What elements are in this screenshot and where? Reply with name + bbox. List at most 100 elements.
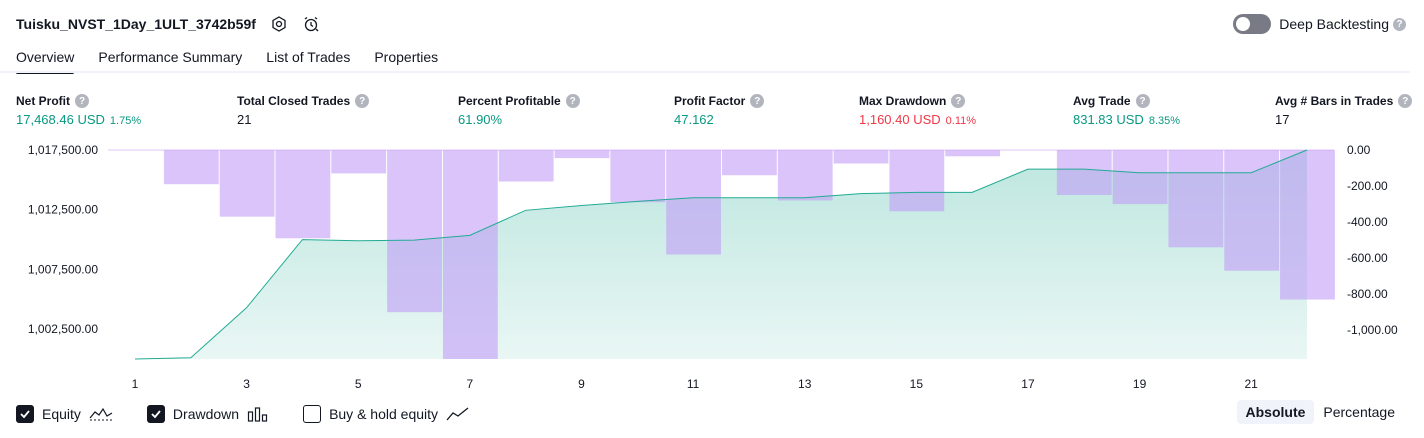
drawdown-bar: [833, 150, 889, 164]
metric-label: Total Closed Trades: [237, 94, 351, 108]
checkbox-checked-icon[interactable]: [16, 405, 34, 423]
x-tick-label: 7: [467, 377, 474, 391]
metric-label: Avg # Bars in Trades: [1275, 94, 1394, 108]
drawdown-bar: [777, 150, 833, 201]
deep-backtesting: Deep Backtesting ?: [1233, 12, 1406, 36]
metric-percent-profitable: Percent Profitable? 61.90%: [458, 93, 580, 127]
metric-percent: 1.75%: [109, 115, 142, 127]
help-icon[interactable]: ?: [1398, 94, 1413, 108]
scale-mode-switch: Absolute Percentage: [1236, 400, 1405, 424]
drawdown-bar: [275, 150, 331, 239]
x-tick-label: 5: [355, 377, 362, 391]
y-right-tick-label: -800.00: [1347, 287, 1388, 301]
metric-label: Avg Trade: [1073, 94, 1131, 108]
deep-backtesting-label: Deep Backtesting: [1279, 16, 1389, 32]
drawdown-bar: [554, 150, 610, 159]
tab-performance-summary[interactable]: Performance Summary: [98, 49, 243, 65]
equity-line: [134, 149, 1308, 360]
drawdown-bar: [442, 150, 498, 359]
chart-legend: Equity Drawdown Buy & hold equity: [16, 402, 504, 426]
metric-value: 47.162: [674, 112, 714, 127]
help-icon[interactable]: ?: [750, 94, 765, 108]
x-tick-label: 3: [243, 377, 250, 391]
help-icon[interactable]: ?: [355, 94, 370, 108]
line-chart-icon: [446, 406, 470, 422]
metric-total-closed-trades: Total Closed Trades? 21: [237, 93, 370, 127]
metric-label: Max Drawdown: [859, 94, 947, 108]
x-tick-label: 21: [1245, 377, 1259, 391]
metric-net-profit: Net Profit? 17,468.46 USD 1.75%: [16, 93, 141, 127]
y-right-tick-label: -200.00: [1347, 179, 1388, 193]
x-tick-label: 15: [910, 377, 924, 391]
help-icon[interactable]: ?: [75, 94, 89, 108]
metric-label: Profit Factor: [674, 94, 746, 108]
drawdown-bar: [387, 150, 442, 313]
deep-backtesting-toggle[interactable]: [1233, 14, 1272, 34]
tab-bar: Overview Performance Summary List of Tra…: [16, 44, 462, 74]
x-tick-label: 1: [132, 377, 139, 391]
drawdown-bar: [163, 150, 219, 185]
help-icon[interactable]: ?: [951, 94, 966, 108]
metric-value: 17,468.46 USD: [16, 112, 105, 127]
y-right-tick-label: -1,000.00: [1347, 323, 1398, 337]
drawdown-bar: [1168, 150, 1224, 248]
legend-drawdown[interactable]: Drawdown: [146, 405, 269, 423]
metric-percent: 8.35%: [1148, 115, 1181, 127]
drawdown-bar: [331, 150, 387, 174]
metric-avg-trade: Avg Trade? 831.83 USD 8.35%: [1073, 93, 1180, 127]
metric-percent: 0.11%: [945, 115, 977, 127]
x-tick-label: 11: [687, 377, 700, 391]
x-tick-label: 17: [1021, 377, 1035, 391]
metric-label: Net Profit: [16, 94, 70, 108]
settings-icon[interactable]: [270, 15, 288, 33]
legend-equity[interactable]: Equity: [16, 405, 113, 423]
drawdown-bar: [1224, 150, 1280, 271]
metric-value: 831.83 USD: [1073, 112, 1144, 127]
equity-line-icon: [89, 406, 113, 422]
y-right-tick-label: 0.00: [1347, 143, 1371, 157]
drawdown-bar: [889, 150, 945, 212]
metric-max-drawdown: Max Drawdown? 1,160.40 USD 0.11%: [859, 93, 976, 127]
absolute-button[interactable]: Absolute: [1236, 400, 1315, 424]
drawdown-bar: [219, 150, 275, 217]
checkbox-unchecked-icon[interactable]: [303, 405, 322, 423]
metric-label: Percent Profitable: [458, 94, 561, 108]
tab-overview[interactable]: Overview: [16, 44, 75, 74]
legend-buy-hold-equity[interactable]: Buy & hold equity: [303, 405, 470, 423]
x-tick-label: 9: [578, 377, 585, 391]
legend-buy-hold-label: Buy & hold equity: [329, 406, 439, 422]
metric-value: 61.90%: [458, 112, 503, 127]
help-icon[interactable]: ?: [1135, 94, 1150, 108]
drawdown-bar: [498, 150, 554, 182]
drawdown-bar: [1056, 150, 1112, 196]
y-left-tick-label: 1,002,500.00: [28, 322, 98, 336]
help-icon[interactable]: ?: [1393, 17, 1406, 31]
legend-drawdown-label: Drawdown: [172, 406, 240, 422]
y-left-tick-label: 1,017,500.00: [28, 143, 98, 157]
help-icon[interactable]: ?: [565, 94, 580, 108]
metric-value: 1,160.40 USD: [859, 112, 941, 127]
bar-chart-icon: [247, 406, 269, 422]
equity-drawdown-chart[interactable]: 1,017,500.00 1,012,500.00 1,007,500.00 1,00…: [0, 140, 1424, 398]
checkbox-checked-icon[interactable]: [146, 405, 165, 423]
x-tick-label: 19: [1133, 377, 1147, 391]
x-tick-label: 13: [798, 377, 812, 391]
legend-equity-label: Equity: [42, 406, 81, 422]
drawdown-bar: [1280, 150, 1335, 300]
y-right-tick-label: -600.00: [1347, 251, 1388, 265]
alarm-clock-icon[interactable]: [302, 15, 320, 33]
drawdown-bar: [722, 150, 777, 176]
y-right-tick-label: -400.00: [1347, 215, 1388, 229]
metric-profit-factor: Profit Factor? 47.162: [674, 93, 765, 127]
metric-value: 17: [1275, 112, 1290, 127]
tab-properties[interactable]: Properties: [374, 49, 439, 65]
y-left-tick-label: 1,012,500.00: [28, 203, 98, 217]
tab-list-of-trades[interactable]: List of Trades: [266, 49, 351, 65]
percentage-button[interactable]: Percentage: [1323, 404, 1395, 420]
tab-divider: [0, 71, 1410, 73]
drawdown-bar: [1112, 150, 1168, 205]
drawdown-bar: [945, 150, 1001, 157]
strategy-header: Tuisku_NVST_1Day_1ULT_3742b59f: [16, 12, 320, 36]
drawdown-bar: [610, 150, 666, 203]
drawdown-bar: [666, 150, 721, 255]
